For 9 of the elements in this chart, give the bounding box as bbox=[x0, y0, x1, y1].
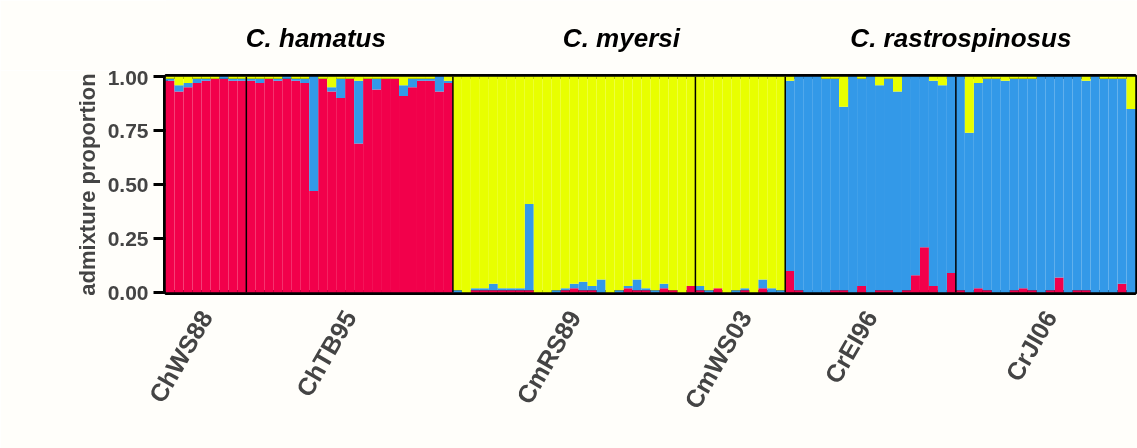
text: C. myersi bbox=[562, 23, 681, 53]
text: C. hamatus bbox=[245, 23, 386, 53]
text: C. rastrospinosus bbox=[850, 23, 1072, 53]
y-tick-label: 0.25 bbox=[107, 226, 149, 250]
y-tick-label: 0.75 bbox=[107, 118, 149, 142]
y-tick-label: 0.00 bbox=[107, 280, 149, 304]
y-tick-label: 1.00 bbox=[107, 65, 149, 89]
y-tick-label: 0.50 bbox=[107, 172, 149, 196]
y-axis-title: admixture proportion bbox=[74, 73, 100, 296]
